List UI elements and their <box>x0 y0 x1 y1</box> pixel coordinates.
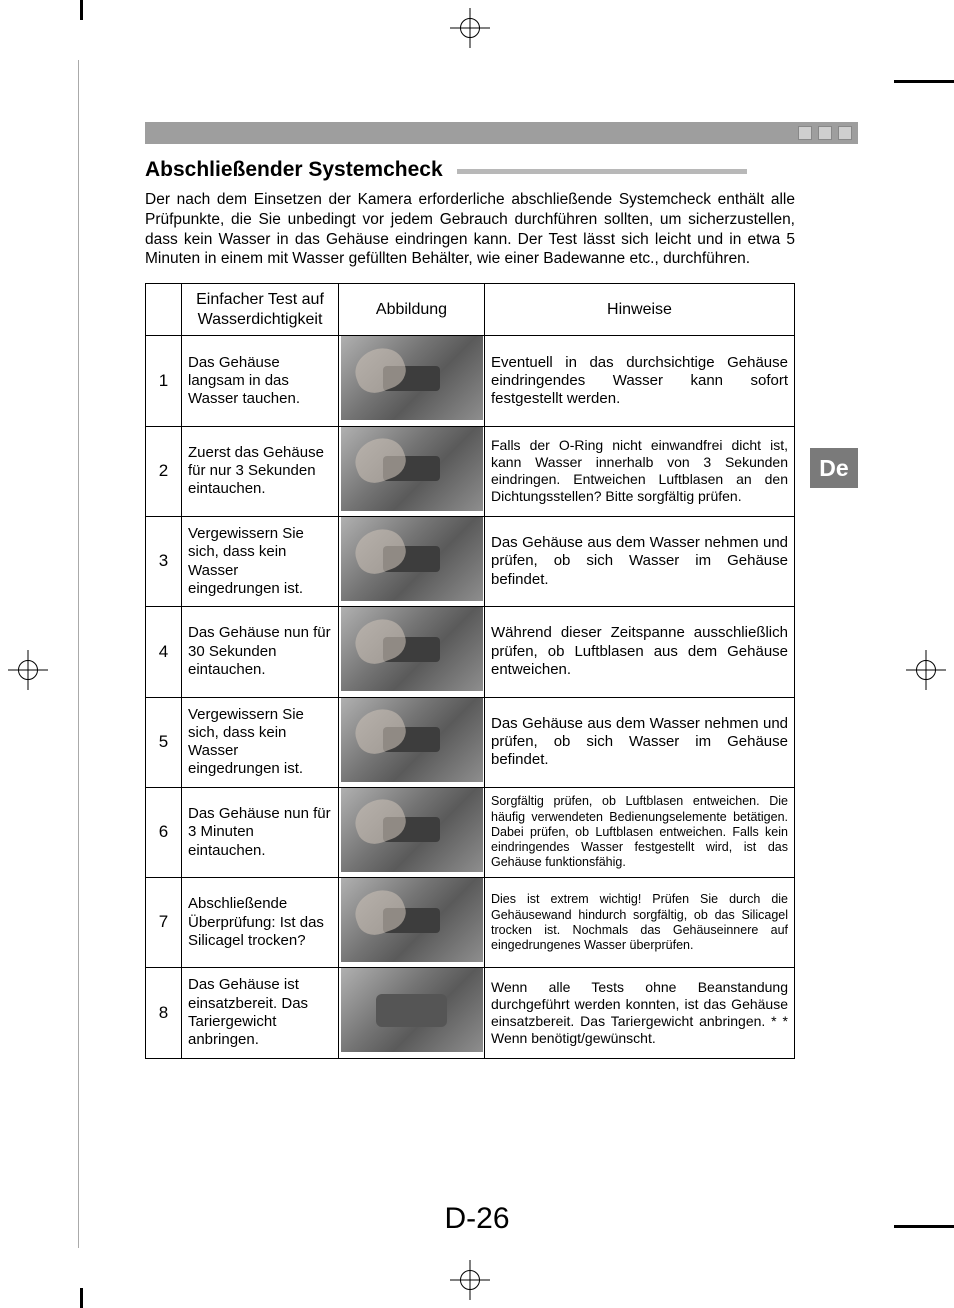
step-number: 2 <box>146 426 182 516</box>
illustration-thumbnail <box>341 698 483 782</box>
page-number: D-26 <box>444 1202 509 1236</box>
crop-mark <box>80 0 83 20</box>
step-number: 5 <box>146 697 182 787</box>
table-row: 6Das Gehäuse nun für 3 Minuten eintauche… <box>146 787 795 877</box>
step-description: Das Gehäuse nun für 3 Minuten eintauchen… <box>182 787 339 877</box>
illustration-thumbnail <box>341 968 483 1052</box>
step-illustration <box>339 697 485 787</box>
step-illustration <box>339 787 485 877</box>
step-number: 1 <box>146 336 182 426</box>
step-hint: Das Gehäuse aus dem Wasser nehmen und pr… <box>485 516 795 606</box>
step-illustration <box>339 426 485 516</box>
table-row: 1Das Gehäuse langsam in das Wasser tauch… <box>146 336 795 426</box>
step-description: Vergewissern Sie sich, dass kein Wasser … <box>182 516 339 606</box>
table-row: 4Das Gehäuse nun für 30 Sekunden eintauc… <box>146 607 795 697</box>
table-row: 3Vergewissern Sie sich, dass kein Wasser… <box>146 516 795 606</box>
step-hint: Sorgfältig prüfen, ob Luftblasen entweic… <box>485 787 795 877</box>
table-row: 2Zuerst das Gehäuse für nur 3 Sekunden e… <box>146 426 795 516</box>
header-square-icon <box>818 126 832 140</box>
registration-mark <box>450 8 490 48</box>
header-square-icon <box>838 126 852 140</box>
registration-mark <box>450 1260 490 1300</box>
registration-mark <box>8 650 48 690</box>
step-number: 6 <box>146 787 182 877</box>
step-description: Abschließende Überprüfung: Ist das Silic… <box>182 878 339 968</box>
step-illustration <box>339 878 485 968</box>
systemcheck-table: Einfacher Test auf Wasserdichtigkeit Abb… <box>145 283 795 1058</box>
table-header-image: Abbildung <box>339 284 485 336</box>
step-number: 4 <box>146 607 182 697</box>
step-illustration <box>339 968 485 1058</box>
step-description: Das Gehäuse langsam in das Wasser tauche… <box>182 336 339 426</box>
step-hint: Eventuell in das durchsichtige Gehäuse e… <box>485 336 795 426</box>
illustration-thumbnail <box>341 336 483 420</box>
step-hint: Wenn alle Tests ohne Beanstandung durchg… <box>485 968 795 1058</box>
trim-line <box>78 60 79 1248</box>
crop-mark <box>894 1225 954 1228</box>
illustration-thumbnail <box>341 878 483 962</box>
step-hint: Das Gehäuse aus dem Wasser nehmen und pr… <box>485 697 795 787</box>
section-heading: Abschließender Systemcheck <box>145 158 443 182</box>
heading-rule <box>457 169 747 174</box>
registration-mark <box>906 650 946 690</box>
table-header-empty <box>146 284 182 336</box>
table-row: 5Vergewissern Sie sich, dass kein Wasser… <box>146 697 795 787</box>
step-illustration <box>339 607 485 697</box>
illustration-thumbnail <box>341 517 483 601</box>
step-description: Vergewissern Sie sich, dass kein Wasser … <box>182 697 339 787</box>
table-header-step: Einfacher Test auf Wasserdichtigkeit <box>182 284 339 336</box>
illustration-thumbnail <box>341 427 483 511</box>
step-hint: Falls der O-Ring nicht einwandfrei dicht… <box>485 426 795 516</box>
language-tab: De <box>810 448 858 488</box>
header-square-icon <box>798 126 812 140</box>
page-content: Abschließender Systemcheck Der nach dem … <box>145 158 795 1059</box>
step-hint: Dies ist extrem wichtig! Prüfen Sie durc… <box>485 878 795 968</box>
step-description: Zuerst das Gehäuse für nur 3 Sekunden ei… <box>182 426 339 516</box>
illustration-thumbnail <box>341 788 483 872</box>
step-hint: Während dieser Zeitspanne ausschließlich… <box>485 607 795 697</box>
step-description: Das Gehäuse nun für 30 Sekunden eintauch… <box>182 607 339 697</box>
crop-mark <box>80 1288 83 1308</box>
step-number: 3 <box>146 516 182 606</box>
table-row: 8Das Gehäuse ist einsatzbereit. Das Tari… <box>146 968 795 1058</box>
table-header-hint: Hinweise <box>485 284 795 336</box>
step-number: 7 <box>146 878 182 968</box>
step-illustration <box>339 336 485 426</box>
step-number: 8 <box>146 968 182 1058</box>
intro-paragraph: Der nach dem Einsetzen der Kamera erford… <box>145 190 795 269</box>
step-illustration <box>339 516 485 606</box>
table-row: 7Abschließende Überprüfung: Ist das Sili… <box>146 878 795 968</box>
crop-mark <box>894 80 954 83</box>
header-bar <box>145 122 858 144</box>
step-description: Das Gehäuse ist einsatzbereit. Das Tarie… <box>182 968 339 1058</box>
illustration-thumbnail <box>341 607 483 691</box>
